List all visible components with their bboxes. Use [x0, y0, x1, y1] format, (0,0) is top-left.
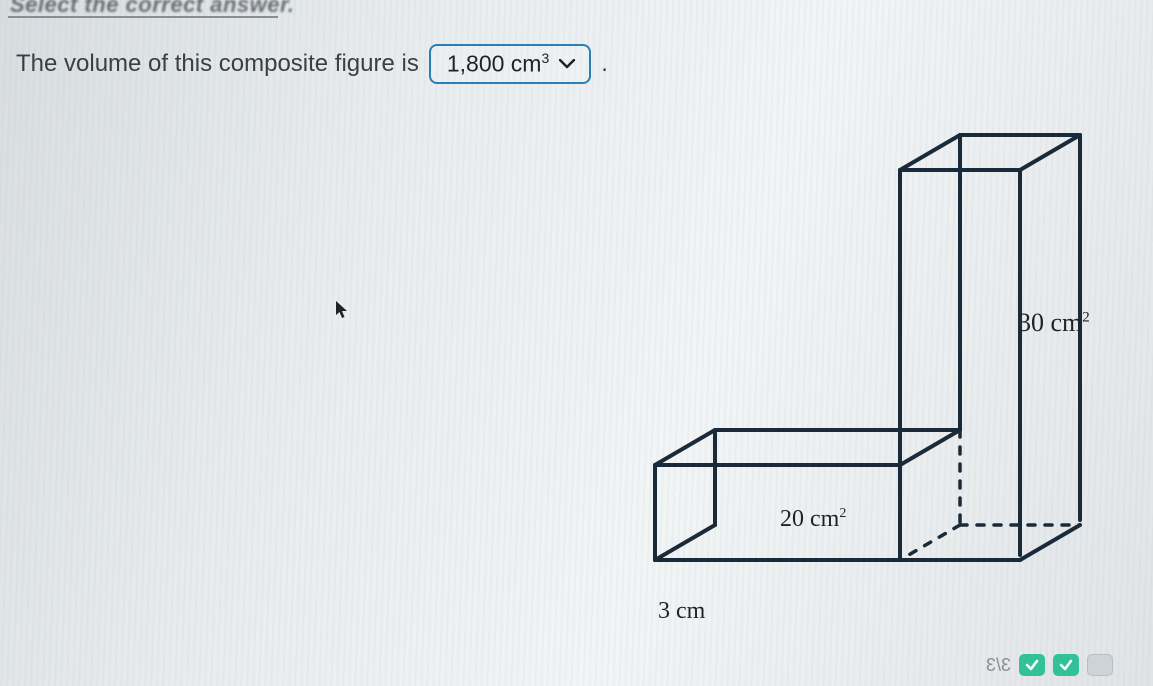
- question-sentence: The volume of this composite figure is 1…: [16, 44, 608, 84]
- sentence-post: .: [601, 50, 608, 78]
- instruction-underline: [8, 16, 278, 18]
- footer-status: 3/3: [986, 654, 1113, 676]
- status-chip-correct: [1019, 654, 1045, 676]
- answer-dropdown[interactable]: 1,800 cm3: [429, 44, 591, 84]
- dropdown-value: 1,800 cm3: [447, 50, 549, 78]
- label-right-area: 30 cm2: [1018, 308, 1090, 338]
- label-front-area: 20 cm2: [780, 506, 846, 533]
- chevron-down-icon: [559, 59, 575, 69]
- score-text: 3/3: [986, 655, 1011, 676]
- check-icon: [1025, 658, 1039, 672]
- check-icon: [1059, 658, 1073, 672]
- sentence-pre: The volume of this composite figure is: [16, 50, 419, 78]
- composite-figure: 30 cm2 20 cm2 3 cm: [610, 120, 1130, 640]
- label-depth: 3 cm: [658, 598, 705, 625]
- status-chip-blank: [1087, 654, 1113, 676]
- cursor-icon: [335, 300, 349, 320]
- status-chip-correct: [1053, 654, 1079, 676]
